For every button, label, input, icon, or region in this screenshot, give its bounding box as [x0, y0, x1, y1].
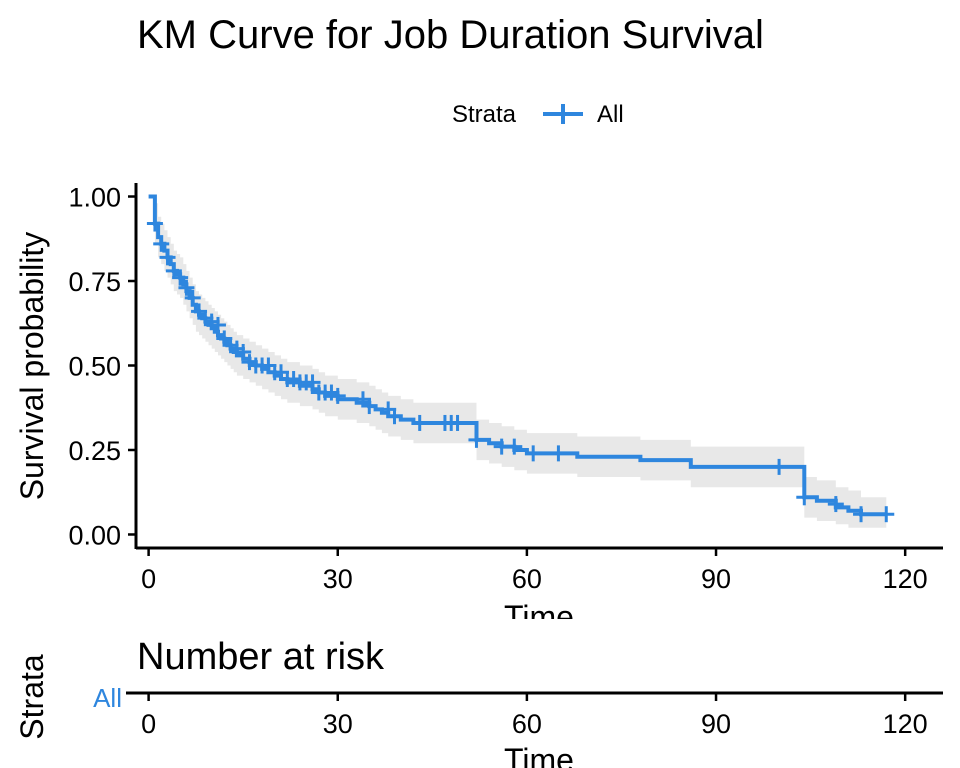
- y-axis-label: Survival probability: [14, 232, 50, 501]
- risk-x-tick-label: 30: [323, 709, 353, 739]
- censor-mark: [827, 496, 844, 513]
- y-tick-label: 0.00: [68, 520, 121, 550]
- legend: Strata All: [452, 101, 624, 128]
- risk-table-x-ticks: 0 30 60 90 120: [141, 693, 928, 739]
- censor-mark: [386, 408, 403, 425]
- panel-gap: [0, 619, 960, 635]
- censor-mark: [506, 438, 523, 455]
- risk-x-tick-label: 60: [512, 709, 542, 739]
- risk-x-tick-label: 90: [701, 709, 731, 739]
- y-axis-ticks: 0.00 0.25 0.50 0.75 1.00: [68, 183, 136, 550]
- censor-mark: [361, 398, 378, 415]
- x-tick-label: 30: [323, 564, 353, 594]
- censor-mark: [411, 414, 428, 431]
- risk-table-title: Number at risk: [137, 636, 385, 678]
- censor-mark: [771, 458, 788, 475]
- x-tick-label: 0: [141, 564, 156, 594]
- y-tick-label: 0.75: [68, 267, 121, 297]
- censor-mark: [304, 374, 321, 391]
- risk-x-tick-label: 120: [883, 709, 928, 739]
- censor-mark: [525, 445, 542, 462]
- x-axis-ticks: 0 30 60 90 120: [141, 548, 928, 594]
- censor-mark: [159, 249, 176, 266]
- y-tick-label: 0.50: [68, 352, 121, 382]
- x-tick-label: 60: [512, 564, 542, 594]
- risk-table-x-axis-label: Time: [504, 742, 574, 768]
- risk-x-tick-label: 0: [141, 709, 156, 739]
- censor-mark: [184, 289, 201, 306]
- legend-key-all: [543, 104, 583, 124]
- censor-mark: [178, 279, 195, 296]
- risk-table-strata-label: Strata: [14, 654, 50, 740]
- chart-title: KM Curve for Job Duration Survival: [137, 13, 764, 57]
- censor-marks-layer: [146, 215, 895, 523]
- censor-mark: [329, 387, 346, 404]
- censor-mark: [209, 316, 226, 333]
- censor-mark: [172, 269, 189, 286]
- x-tick-label: 90: [701, 564, 731, 594]
- censor-mark: [146, 215, 163, 232]
- legend-title: Strata: [452, 101, 517, 128]
- censor-mark: [550, 445, 567, 462]
- censor-mark: [153, 235, 170, 252]
- risk-table-row-all: All: [93, 683, 122, 713]
- censor-mark: [468, 431, 485, 448]
- censor-mark: [796, 489, 813, 506]
- x-tick-label: 120: [883, 564, 928, 594]
- legend-entry-all: All: [597, 101, 624, 128]
- confidence-band-layer: [148, 196, 887, 528]
- censor-mark: [853, 506, 870, 523]
- confidence-band: [148, 196, 887, 528]
- y-tick-label: 1.00: [68, 183, 121, 213]
- risk-table: Number at risk Strata All 0 30 60 90 120 Tim…: [14, 636, 943, 768]
- plot-panel: 0.00 0.25 0.50 0.75 1.00 0 30 60 90 120: [68, 183, 943, 594]
- y-tick-label: 0.25: [68, 436, 121, 466]
- censor-mark: [235, 343, 252, 360]
- censor-mark: [449, 414, 466, 431]
- censor-mark: [878, 506, 895, 523]
